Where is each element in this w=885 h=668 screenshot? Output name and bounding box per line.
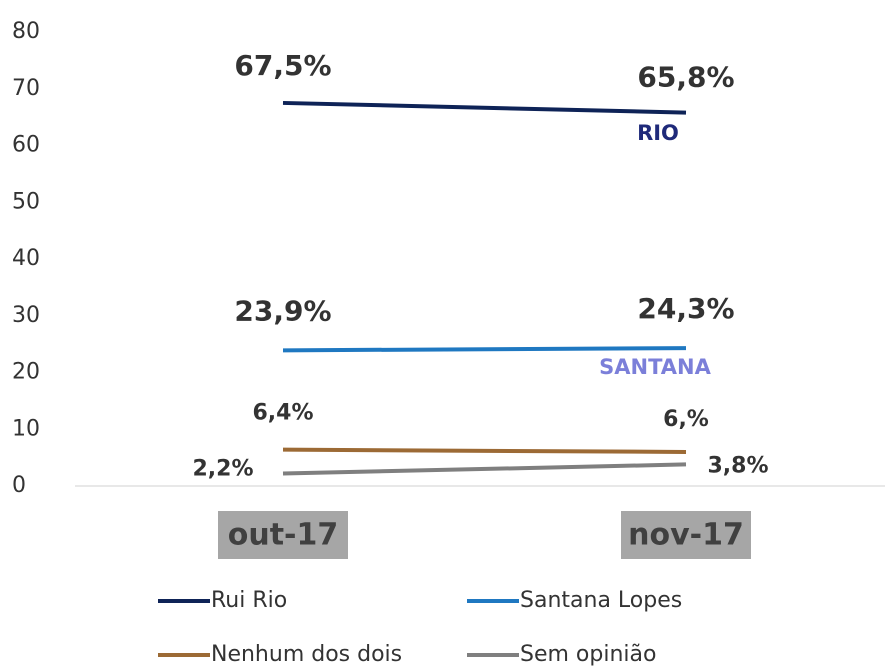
data-label: 3,8% (707, 453, 768, 478)
category-box (218, 511, 348, 559)
series-line (282, 100, 687, 115)
x-tick-label: out-17 (228, 518, 339, 553)
data-label: 67,5% (234, 49, 331, 82)
y-tick-label: 30 (12, 303, 40, 328)
legend-label: Rui Rio (211, 588, 287, 613)
y-tick-label: 0 (12, 473, 26, 498)
y-tick-label: 10 (12, 416, 40, 441)
series-line (282, 462, 687, 476)
y-tick-label: 50 (12, 189, 40, 214)
data-label: 23,9% (234, 294, 331, 327)
y-tick-label: 20 (12, 360, 40, 385)
y-tick-label: 80 (12, 19, 40, 44)
series-line (282, 346, 687, 353)
data-label: 2,2% (192, 457, 253, 482)
y-tick-label: 40 (12, 246, 40, 271)
data-label: 24,3% (637, 292, 734, 325)
x-tick-label: nov-17 (628, 518, 744, 553)
y-tick-label: 60 (12, 133, 40, 158)
legend-label: Sem opinião (520, 642, 656, 667)
category-box (621, 511, 751, 559)
annotation: RIO (637, 121, 679, 145)
y-tick-label: 70 (12, 76, 40, 101)
data-label: 6,4% (252, 401, 313, 426)
annotation: SANTANA (599, 355, 711, 379)
series-line (282, 447, 687, 454)
data-label: 65,8% (637, 61, 734, 94)
data-label: 6,% (663, 407, 709, 432)
legend-label: Nenhum dos dois (211, 642, 402, 667)
legend-label: Santana Lopes (520, 588, 682, 613)
